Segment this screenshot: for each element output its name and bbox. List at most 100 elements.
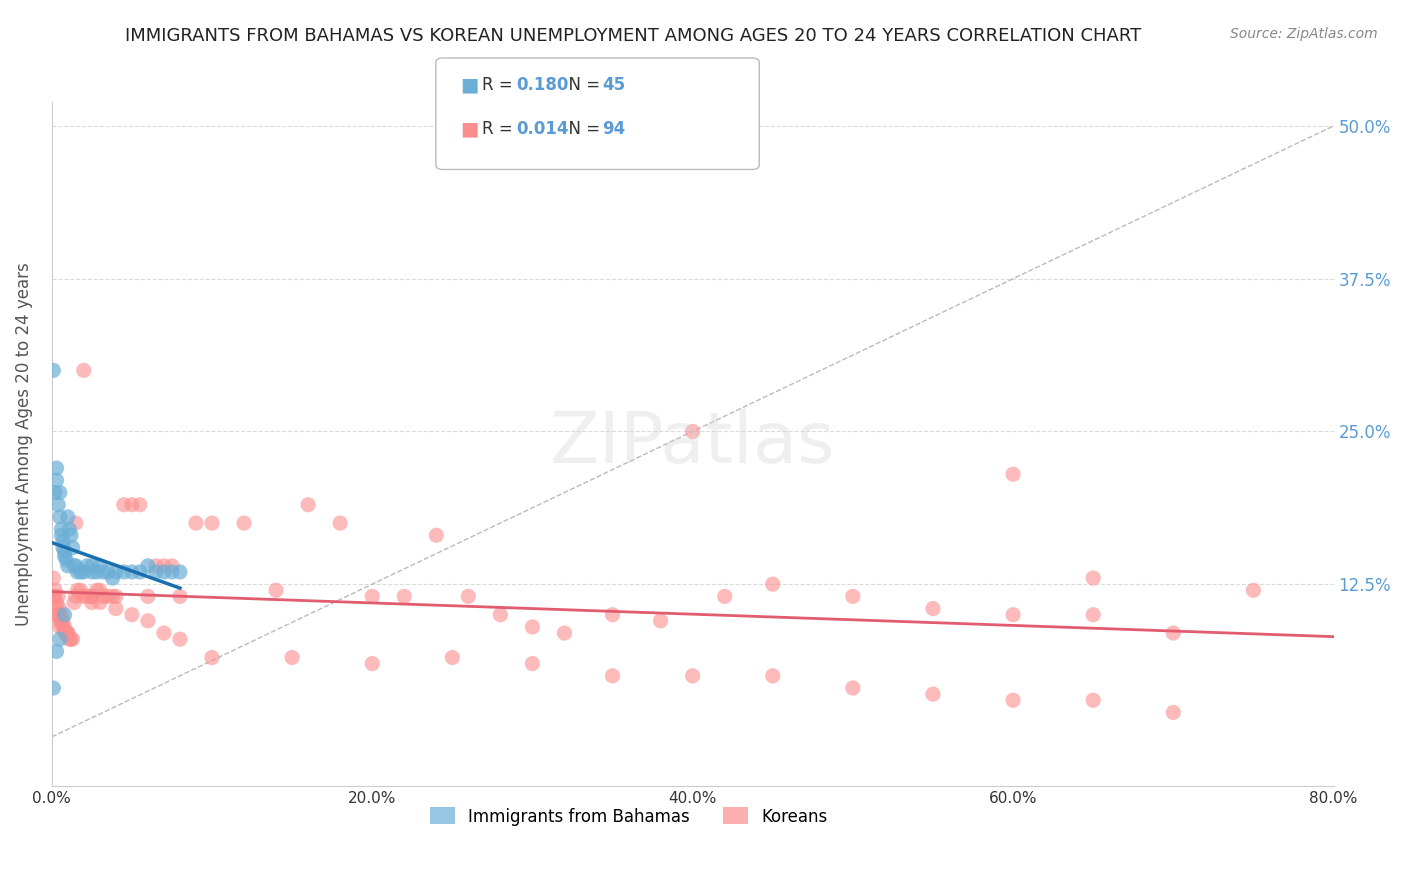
Point [80,595,103,609]
Point [128,498,150,512]
Text: ZIPatlas: ZIPatlas [550,409,835,478]
Text: Source: ZipAtlas.com: Source: ZipAtlas.com [1230,27,1378,41]
Point [682,669,704,683]
Point [42,681,65,695]
Point [297,498,319,512]
Point [89,583,111,598]
Point [121,607,143,622]
Point [361,657,384,671]
Point [52,541,75,555]
Point [553,626,575,640]
Point [58,522,80,536]
Point [153,565,176,579]
Text: N =: N = [558,76,606,94]
Point [121,498,143,512]
Point [1241,583,1264,598]
Point [329,516,352,530]
Point [1161,706,1184,720]
Point [69,583,91,598]
Point [160,565,183,579]
Point [522,620,544,634]
Point [46,498,69,512]
Point [145,565,167,579]
Point [1002,693,1025,707]
Text: N =: N = [558,120,606,138]
Point [425,528,447,542]
Point [56,626,79,640]
Point [145,558,167,573]
Point [63,558,86,573]
Point [80,590,103,604]
Text: 94: 94 [602,120,626,138]
Point [97,565,120,579]
Point [169,565,191,579]
Point [762,669,785,683]
Point [1083,693,1105,707]
Point [922,601,945,615]
Point [45,461,67,475]
Text: ■: ■ [460,120,478,139]
Point [101,571,124,585]
Point [53,607,76,622]
Point [49,510,72,524]
Point [45,601,67,615]
Point [104,601,127,615]
Point [56,558,79,573]
Point [233,516,256,530]
Point [42,571,65,585]
Point [86,565,108,579]
Point [52,614,75,628]
Point [55,626,77,640]
Point [1161,626,1184,640]
Point [51,522,73,536]
Point [650,614,672,628]
Point [44,485,66,500]
Point [842,590,865,604]
Point [1083,607,1105,622]
Point [153,626,176,640]
Point [65,516,87,530]
Point [922,687,945,701]
Point [73,565,96,579]
Point [73,363,96,377]
Point [522,657,544,671]
Text: R =: R = [482,120,519,138]
Point [76,558,98,573]
Point [153,558,176,573]
Point [1002,467,1025,482]
Point [53,620,76,634]
Point [59,632,82,647]
Point [45,644,67,658]
Text: R =: R = [482,76,519,94]
Point [53,549,76,563]
Text: 0.014: 0.014 [516,120,568,138]
Point [682,425,704,439]
Point [66,565,89,579]
Point [49,601,72,615]
Point [45,473,67,487]
Point [441,650,464,665]
Point [49,620,72,634]
Point [602,669,624,683]
Text: ■: ■ [460,75,478,95]
Point [56,510,79,524]
Point [69,565,91,579]
Point [184,516,207,530]
Point [58,632,80,647]
Point [361,590,384,604]
Point [45,595,67,609]
Point [73,590,96,604]
Point [201,650,224,665]
Point [46,607,69,622]
Point [136,590,159,604]
Point [104,590,127,604]
Point [281,650,304,665]
Point [489,607,512,622]
Point [51,607,73,622]
Point [49,614,72,628]
Point [46,590,69,604]
Point [49,485,72,500]
Point [136,558,159,573]
Point [76,590,98,604]
Point [56,626,79,640]
